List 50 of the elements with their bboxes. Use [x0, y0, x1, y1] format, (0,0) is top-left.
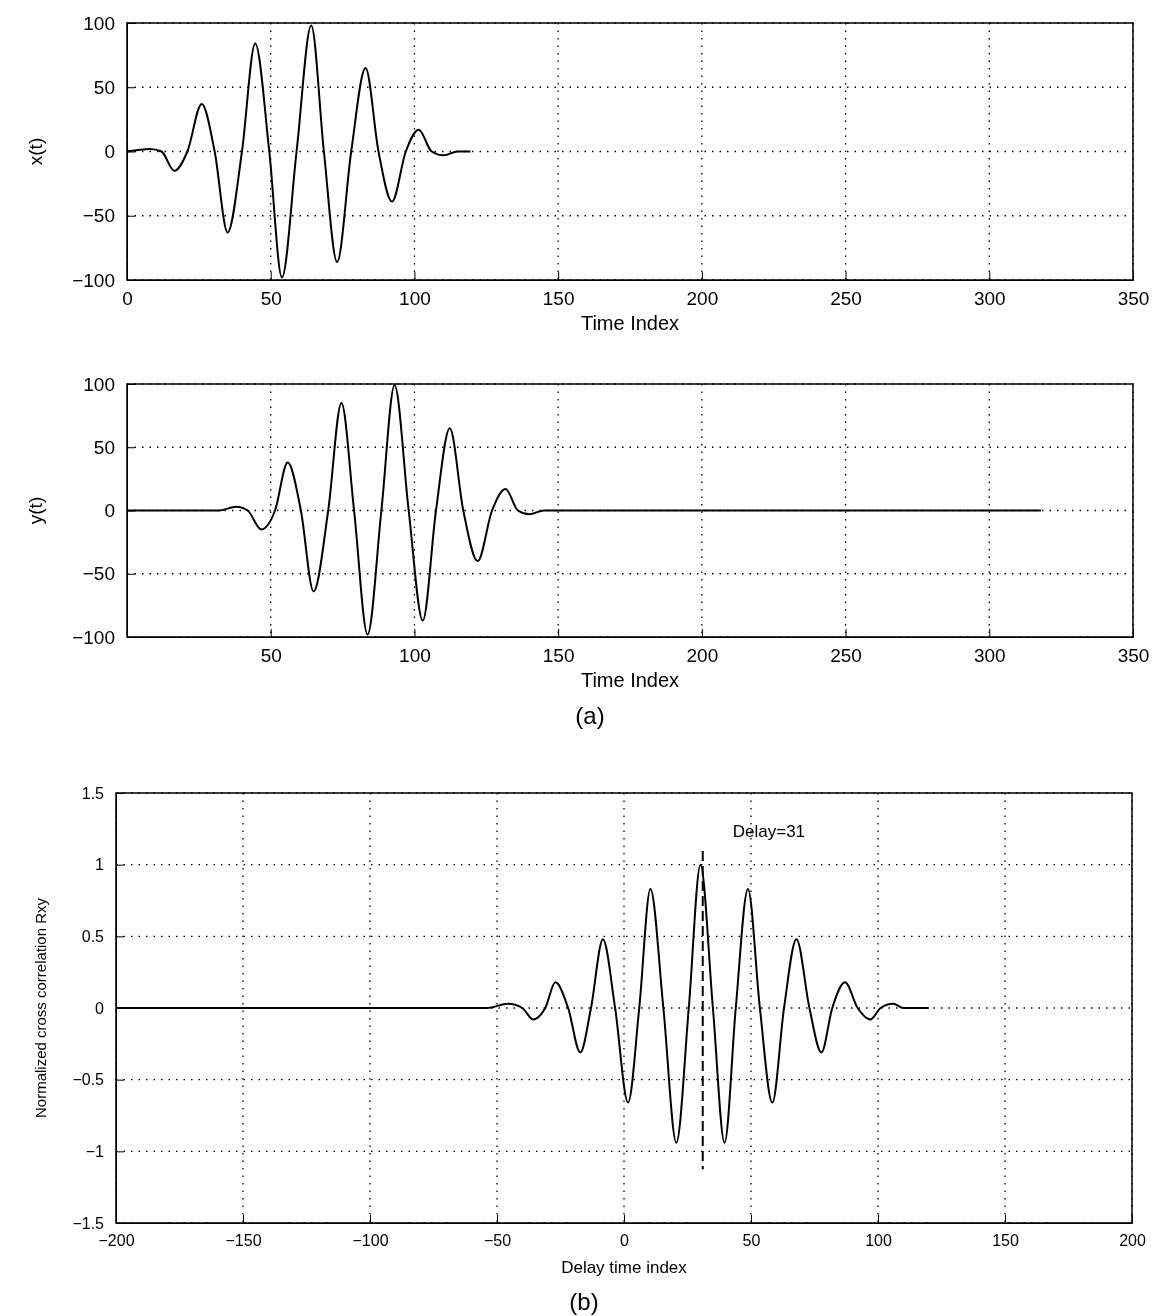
x-axis-title: Delay time index: [561, 1258, 688, 1277]
x-tick-label: 100: [865, 1232, 892, 1250]
x-tick-label: 300: [973, 288, 1006, 310]
x-tick-label: 150: [542, 288, 575, 310]
x-tick-label: 0: [620, 1232, 630, 1250]
y-tick-label: 0: [104, 500, 115, 522]
y-tick-label: 1.5: [81, 784, 105, 802]
y-tick-label: 50: [93, 436, 115, 458]
x-tick-label: 200: [1119, 1232, 1146, 1250]
ref-line-label: Delay=31: [732, 822, 806, 841]
x-tick-label: 250: [830, 645, 862, 667]
x-tick-label: −100: [352, 1232, 389, 1250]
y-tick-label: −50: [82, 563, 115, 585]
y-tick-label: 0: [95, 999, 105, 1017]
x-tick-label: 100: [399, 288, 431, 310]
y-tick-label: −50: [82, 205, 115, 227]
y-tick-label: 50: [93, 76, 115, 98]
text: (a): [575, 702, 605, 729]
x-tick-label: 50: [742, 1232, 761, 1250]
x-tick-label: 150: [542, 645, 575, 667]
x-tick-label: 350: [1117, 645, 1150, 667]
y-tick-label: 0.5: [81, 927, 105, 945]
y-tick-label: 1: [95, 856, 105, 874]
y-axis-title: y(t): [25, 496, 46, 525]
x-tick-label: 350: [1117, 288, 1150, 310]
x-tick-label: 250: [830, 288, 862, 310]
x-axis-title: Time Index: [580, 312, 680, 334]
x-tick-label: 100: [399, 645, 431, 667]
x-tick-label: 300: [973, 645, 1006, 667]
x-tick-label: 50: [260, 288, 282, 310]
y-tick-label: 100: [83, 12, 115, 34]
y-tick-label: −1: [85, 1142, 105, 1160]
x-tick-label: 50: [260, 645, 282, 667]
y-tick-label: −1.5: [72, 1214, 105, 1232]
x-tick-label: 0: [122, 288, 133, 310]
x-axis-title: Time Index: [580, 669, 680, 691]
y-tick-label: 100: [83, 373, 115, 395]
y-tick-label: 0: [104, 141, 115, 163]
y-tick-label: −100: [72, 269, 115, 291]
y-axis-title: Normalized cross correlation Rxy: [32, 897, 49, 1119]
x-tick-label: −150: [225, 1232, 262, 1250]
x-tick-label: 200: [686, 288, 719, 310]
x-tick-label: 200: [686, 645, 719, 667]
y-axis-title: x(t): [25, 137, 46, 166]
x-tick-label: −50: [483, 1232, 512, 1250]
x-tick-label: −200: [98, 1232, 135, 1250]
text: (b): [569, 1288, 599, 1315]
y-tick-label: −0.5: [72, 1071, 105, 1089]
y-tick-label: −100: [72, 626, 115, 648]
x-tick-label: 150: [992, 1232, 1019, 1250]
